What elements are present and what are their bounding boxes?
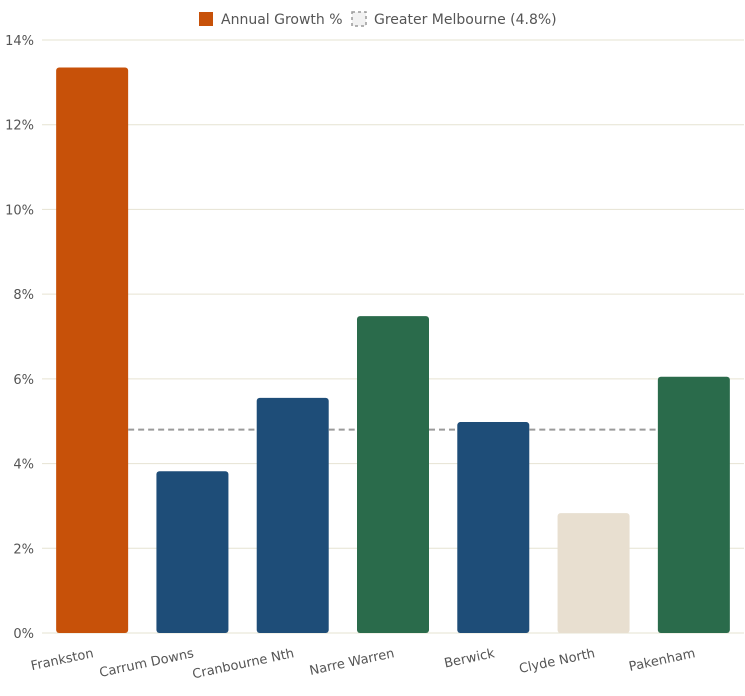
bar-clyde-north <box>557 513 630 633</box>
legend: Annual Growth % Greater Melbourne (4.8%) <box>199 11 557 28</box>
bar-narre-warren <box>357 316 429 633</box>
y-tick-label: 2% <box>13 542 34 557</box>
x-tick-label: Cranbourne Nth <box>191 646 295 682</box>
bar-pakenham <box>657 376 730 633</box>
y-tick-label: 14% <box>5 34 34 49</box>
y-tick-label: 12% <box>5 119 34 134</box>
x-tick-label: Frankston <box>30 646 95 674</box>
y-tick-label: 8% <box>13 288 34 303</box>
bar-frankston <box>56 67 129 633</box>
bar-cranbourne-nth <box>256 397 329 633</box>
y-tick-label: 6% <box>13 373 34 388</box>
legend-label-annual-growth: Annual Growth % <box>221 12 343 28</box>
bars <box>56 67 730 633</box>
legend-swatch-annual-growth <box>199 12 213 26</box>
x-tick-label: Narre Warren <box>308 646 396 679</box>
y-axis: 0% 2% 4% 6% 8% 10% 12% 14% <box>5 34 34 642</box>
x-tick-label: Pakenham <box>628 646 697 675</box>
x-tick-label: Carrum Downs <box>98 646 195 681</box>
y-tick-label: 0% <box>13 627 34 642</box>
y-tick-label: 10% <box>5 203 34 218</box>
x-tick-label: Berwick <box>443 646 497 671</box>
legend-swatch-reference-line <box>351 11 367 27</box>
x-tick-label: Clyde North <box>518 646 597 677</box>
bar-carrum-downs <box>156 471 229 633</box>
bar-berwick <box>457 422 530 633</box>
y-tick-label: 4% <box>13 458 34 473</box>
legend-label-reference-line: Greater Melbourne (4.8%) <box>374 12 557 28</box>
